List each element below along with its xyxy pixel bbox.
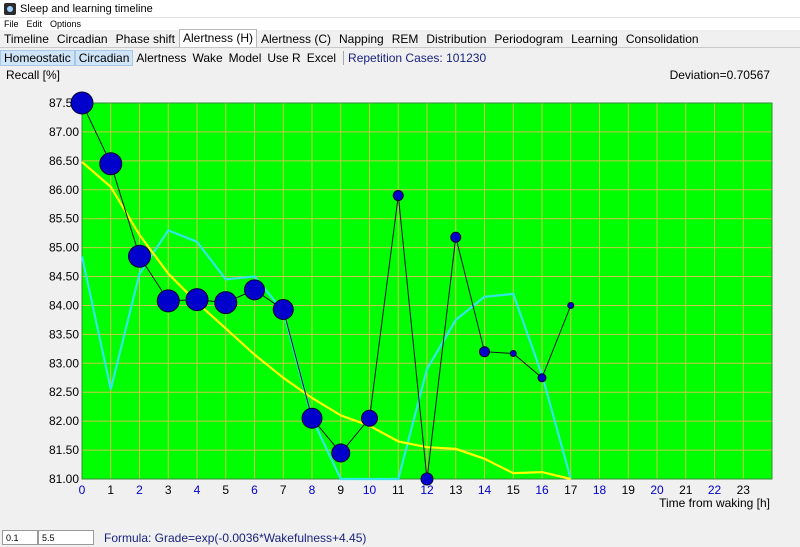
menu-edit[interactable]: Edit	[26, 19, 43, 29]
plot-panel: Recall [%] Deviation=0.70567 81.00 81.50 8…	[0, 67, 800, 527]
subtab-model[interactable]: Model	[228, 50, 262, 65]
y-tick-label: 82.50	[49, 385, 79, 399]
y-tick-label: 81.50	[49, 443, 79, 457]
menu-options[interactable]: Options	[50, 19, 82, 29]
x-tick-label: 15	[507, 483, 521, 497]
y-tick-label: 83.00	[49, 356, 79, 370]
x-tick-label: 3	[165, 483, 172, 497]
param-input-2[interactable]	[38, 530, 94, 545]
data-point	[156, 289, 180, 313]
data-point	[70, 91, 94, 115]
subtab-circadian[interactable]: Circadian	[74, 49, 134, 66]
formula-label: Formula: Grade=exp(-0.0036*Wakefulness+4…	[104, 530, 367, 545]
tab-rem[interactable]: REM	[391, 32, 419, 46]
data-point	[214, 291, 238, 315]
recall-chart: 81.00 81.50 82.00 82.50 83.00 83.50 84.00 84.50…	[49, 91, 773, 510]
data-point	[331, 443, 351, 463]
y-tick-label: 85.00	[49, 241, 79, 255]
x-tick-label: 19	[622, 483, 636, 497]
x-tick-label: 10	[363, 483, 377, 497]
x-tick-label: 21	[679, 483, 693, 497]
window-title: Sleep and learning timeline	[20, 2, 153, 15]
data-point	[509, 349, 517, 357]
x-tick-label: 11	[392, 483, 405, 497]
tab-distribution[interactable]: Distribution	[426, 32, 487, 46]
menu-file[interactable]: File	[4, 19, 19, 29]
secondary-tabs: Homeostatic Circadian Alertness Wake Mod…	[0, 49, 800, 66]
data-point	[185, 288, 209, 312]
deviation-label: Deviation=0.70567	[669, 68, 770, 82]
x-tick-label: 2	[136, 483, 143, 497]
tab-consolidation[interactable]: Consolidation	[625, 32, 699, 46]
x-tick-label: 12	[420, 483, 434, 497]
data-point	[450, 231, 462, 243]
series-yellow-line	[81, 161, 572, 481]
y-tick-label: 81.00	[49, 472, 79, 486]
param-input-1[interactable]	[2, 530, 38, 545]
x-tick-label: 13	[449, 483, 463, 497]
menu-bar: File Edit Options	[0, 18, 800, 30]
data-point	[301, 407, 323, 429]
x-tick-label: 1	[107, 483, 114, 497]
tab-alertness-h[interactable]: Alertness (H)	[178, 29, 257, 47]
tab-phase-shift[interactable]: Phase shift	[115, 32, 175, 46]
data-point	[99, 152, 123, 176]
tab-periodogram[interactable]: Periodogram	[494, 32, 564, 46]
subtab-alertness[interactable]: Alertness	[136, 50, 187, 65]
x-tick-label: 17	[564, 483, 578, 497]
data-point	[479, 346, 490, 358]
x-tick-label: 7	[280, 483, 287, 497]
x-tick-label: 18	[593, 483, 607, 497]
data-point	[128, 244, 151, 268]
data-point	[392, 190, 404, 202]
tab-napping[interactable]: Napping	[339, 32, 384, 46]
y-tick-label: 84.00	[49, 298, 79, 312]
data-point	[537, 373, 547, 383]
primary-tabs: Timeline Circadian Phase shift Alertness…	[0, 29, 800, 48]
x-tick-label: 0	[79, 483, 86, 497]
subtab-wake[interactable]: Wake	[192, 50, 223, 65]
title-bar: Sleep and learning timeline	[0, 0, 800, 18]
y-axis-label: Recall [%]	[6, 68, 61, 82]
tab-timeline[interactable]: Timeline	[4, 32, 49, 46]
x-axis-label: Time from waking [h]	[659, 496, 770, 510]
subtab-use-r[interactable]: Use R	[267, 50, 301, 65]
x-tick-label: 14	[478, 483, 492, 497]
data-point	[567, 301, 575, 309]
subtab-excel[interactable]: Excel	[306, 50, 337, 65]
x-tick-label: 23	[737, 483, 751, 497]
y-tick-label: 87.00	[49, 125, 79, 139]
y-tick-label: 83.50	[49, 327, 79, 341]
y-tick-label: 86.50	[49, 154, 79, 168]
repetition-cases-label: Repetition Cases: 101230	[348, 50, 487, 65]
x-tick-label: 20	[650, 483, 664, 497]
y-tick-label: 86.00	[49, 183, 79, 197]
y-tick-label: 84.50	[49, 270, 79, 284]
series-cyan-line	[80, 228, 572, 481]
y-tick-label: 82.00	[49, 414, 79, 428]
x-tick-label: 4	[194, 483, 201, 497]
x-tick-label: 22	[708, 483, 722, 497]
x-tick-label: 9	[337, 483, 344, 497]
data-point	[420, 472, 434, 486]
tab-learning[interactable]: Learning	[571, 32, 618, 46]
y-tick-label: 85.50	[49, 212, 79, 226]
tab-separator	[343, 50, 345, 65]
data-point	[244, 279, 265, 301]
tab-alertness-c[interactable]: Alertness (C)	[261, 32, 332, 46]
subtab-homeostatic[interactable]: Homeostatic	[0, 49, 75, 66]
x-tick-label: 6	[251, 483, 258, 497]
x-tick-label: 5	[222, 483, 229, 497]
app-icon	[4, 2, 16, 15]
data-point	[361, 409, 378, 427]
status-bar: Formula: Grade=exp(-0.0036*Wakefulness+4…	[0, 528, 800, 547]
x-tick-label: 16	[535, 483, 549, 497]
x-tick-label: 8	[309, 483, 316, 497]
tab-circadian[interactable]: Circadian	[56, 32, 108, 46]
data-point	[272, 299, 294, 321]
